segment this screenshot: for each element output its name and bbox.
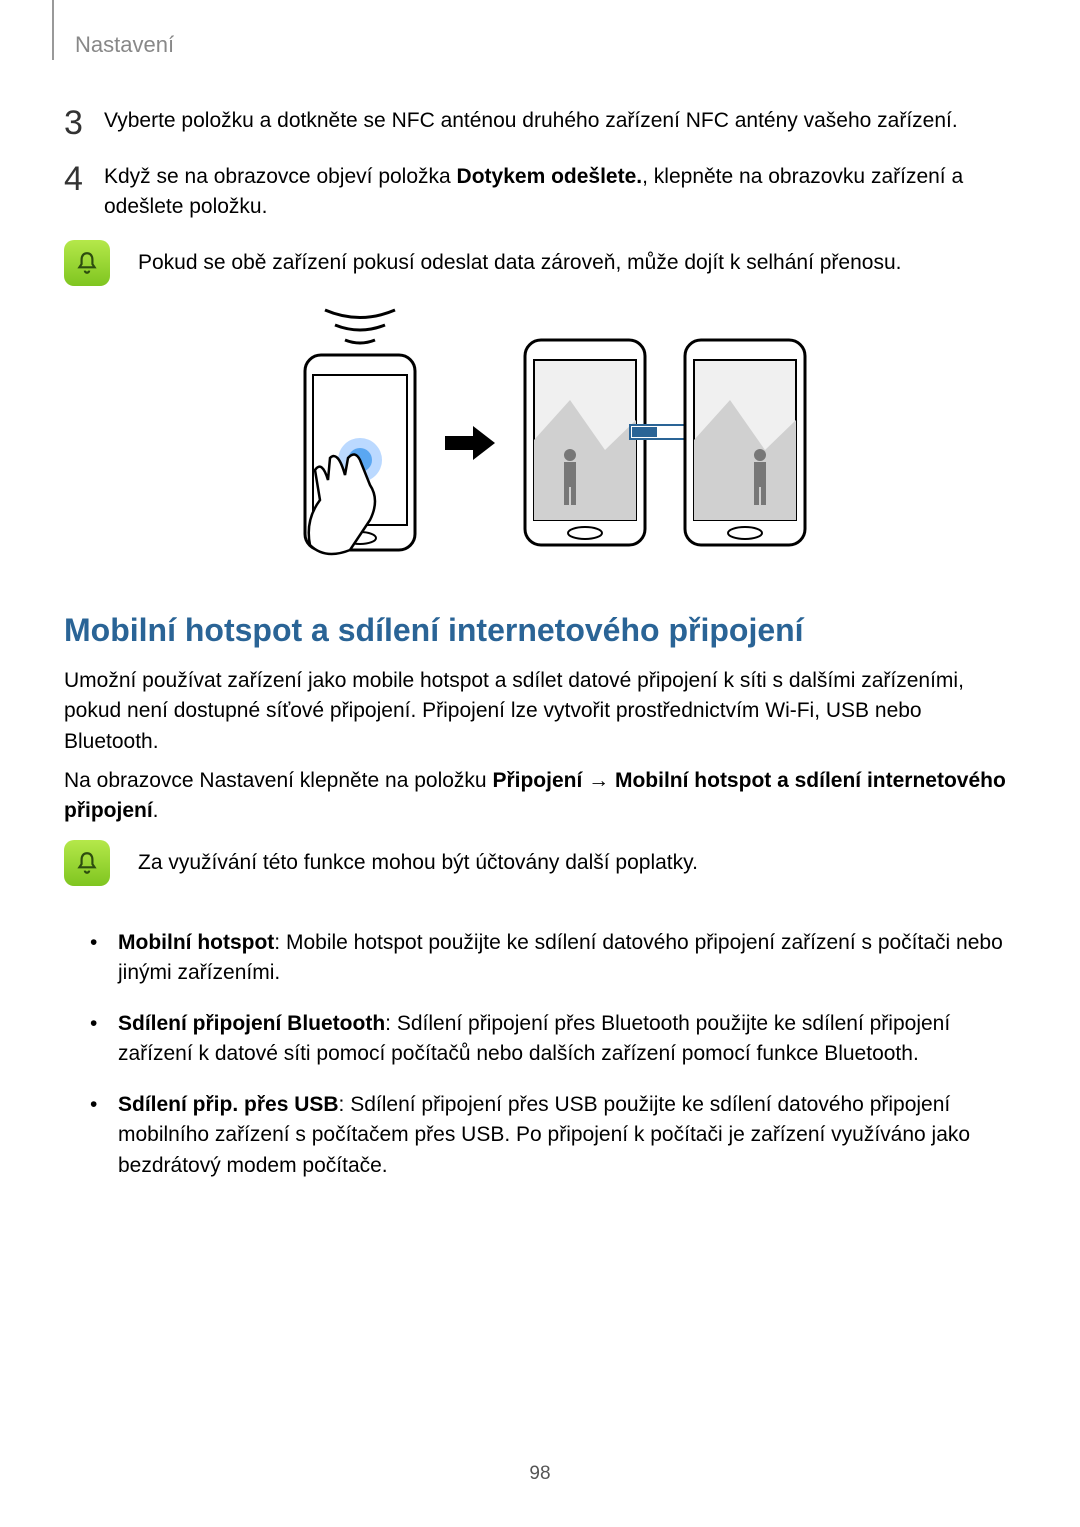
page-number: 98 xyxy=(0,1463,1080,1485)
step-4: 4 Když se na obrazovce objeví položka Do… xyxy=(64,162,1004,223)
bullet-marker: • xyxy=(90,1009,118,1070)
step-number: 4 xyxy=(64,162,104,196)
feature-bullet-list: • Mobilní hotspot: Mobile hotspot použij… xyxy=(90,928,1010,1201)
section-title: Mobilní hotspot a sdílení internetového … xyxy=(64,612,804,649)
note-box-2: Za využívání této funkce mohou být účtov… xyxy=(64,840,698,886)
step-text: Když se na obrazovce objeví položka Doty… xyxy=(104,162,1004,223)
bullet-bold: Sdílení přip. přes USB xyxy=(118,1093,339,1116)
step-text: Vyberte položku a dotkněte se NFC anténo… xyxy=(104,106,958,136)
note-text: Pokud se obě zařízení pokusí odeslat dat… xyxy=(138,251,901,275)
bullet-usb-tether: • Sdílení přip. přes USB: Sdílení připoj… xyxy=(90,1090,1010,1181)
para2-suffix: . xyxy=(153,799,159,822)
note-box-1: Pokud se obě zařízení pokusí odeslat dat… xyxy=(64,240,901,286)
paragraph-intro: Umožní používat zařízení jako mobile hot… xyxy=(64,666,1014,757)
step-number: 3 xyxy=(64,106,104,140)
bullet-bold: Sdílení připojení Bluetooth xyxy=(118,1012,385,1035)
page-header: Nastavení xyxy=(75,32,174,58)
bullet-bluetooth-tether: • Sdílení připojení Bluetooth: Sdílení p… xyxy=(90,1009,1010,1070)
nfc-transfer-illustration xyxy=(250,300,830,560)
para2-bold1: Připojení xyxy=(492,769,582,792)
arrow-separator: → xyxy=(582,769,615,792)
para2-prefix: Na obrazovce Nastavení klepněte na polož… xyxy=(64,769,492,792)
bullet-marker: • xyxy=(90,928,118,989)
bullet-bold: Mobilní hotspot xyxy=(118,931,274,954)
header-divider xyxy=(52,0,54,60)
note-text: Za využívání této funkce mohou být účtov… xyxy=(138,851,698,875)
bullet-marker: • xyxy=(90,1090,118,1181)
bullet-mobile-hotspot: • Mobilní hotspot: Mobile hotspot použij… xyxy=(90,928,1010,989)
step-bold: Dotykem odešlete. xyxy=(457,165,643,188)
paragraph-nav: Na obrazovce Nastavení klepněte na polož… xyxy=(64,766,1014,827)
step-3: 3 Vyberte položku a dotkněte se NFC anté… xyxy=(64,106,958,140)
step-prefix: Když se na obrazovce objeví položka xyxy=(104,165,457,188)
bell-note-icon xyxy=(64,240,110,286)
bell-note-icon xyxy=(64,840,110,886)
